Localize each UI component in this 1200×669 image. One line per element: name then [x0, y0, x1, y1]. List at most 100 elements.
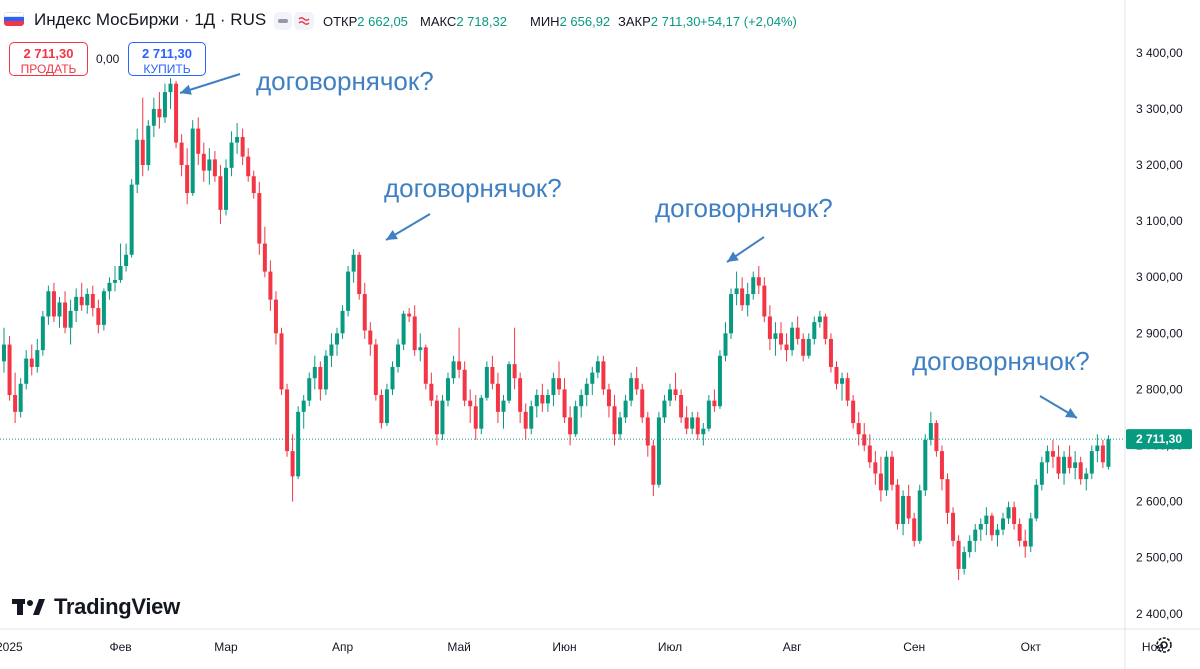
candle-body — [96, 308, 101, 325]
candle-body — [623, 400, 628, 418]
candle-body — [1100, 445, 1105, 463]
y-tick-label: 3 200,00 — [1136, 158, 1183, 172]
candle-body — [828, 338, 833, 367]
candle-body — [412, 316, 417, 351]
candle-body — [817, 316, 822, 323]
candle-body — [57, 302, 62, 317]
candle-body — [568, 417, 573, 435]
settings-gear-icon[interactable] — [1153, 634, 1175, 656]
candle-body — [301, 400, 306, 412]
sell-label: ПРОДАТЬ — [20, 62, 77, 76]
annotation-arrow-head — [727, 251, 739, 262]
candle-body — [107, 282, 112, 292]
candle-body — [762, 285, 767, 317]
candle-body — [562, 389, 567, 418]
candle-body — [1045, 451, 1050, 463]
candle-body — [906, 495, 911, 519]
candle-body — [346, 271, 351, 311]
candle-body — [207, 159, 212, 171]
candle-body — [812, 322, 817, 339]
candle-body — [629, 378, 634, 401]
candle-body — [340, 310, 345, 334]
candle-body — [895, 484, 900, 525]
candle-body — [229, 142, 234, 168]
candle-body — [357, 254, 362, 295]
candle-body — [151, 108, 156, 126]
buy-price: 2 711,30 — [142, 46, 192, 61]
candle-body — [407, 313, 412, 317]
candle-body — [162, 92, 167, 118]
candle-body — [384, 389, 389, 424]
candle-body — [690, 417, 695, 429]
candle-body — [540, 395, 545, 404]
candle-body — [468, 400, 473, 407]
x-tick-label: Июл — [658, 640, 682, 654]
candle-body — [534, 395, 539, 407]
candle-body — [129, 184, 134, 255]
annotation-label: договорнячок? — [655, 193, 833, 223]
candle-body — [495, 383, 500, 412]
hide-indicator-icon[interactable] — [274, 12, 292, 30]
candle-body — [224, 167, 228, 210]
price-change: +54,17 (+2,04%) — [700, 14, 797, 29]
tradingview-logo-icon — [12, 599, 45, 615]
candle-body — [446, 378, 450, 401]
y-tick-label: 2 800,00 — [1136, 382, 1183, 396]
tradingview-logo[interactable]: TradingView — [12, 594, 180, 620]
annotation-arrow-head — [1065, 407, 1077, 418]
candle-body — [179, 142, 184, 166]
candle-body — [24, 358, 29, 384]
buy-button[interactable]: 2 711,30 КУПИТЬ — [128, 42, 206, 76]
candle-body — [901, 495, 906, 525]
candle-body — [995, 529, 1000, 536]
candle-body — [440, 400, 445, 435]
candle-body — [201, 153, 206, 171]
candle-body — [390, 366, 395, 390]
candle-body — [101, 291, 106, 325]
candle-body — [1062, 456, 1067, 474]
x-tick-label: Ноя — [1142, 640, 1164, 654]
candle-body — [490, 366, 495, 384]
candle-body — [618, 417, 623, 435]
candle-body — [246, 156, 251, 177]
candle-body — [751, 277, 756, 295]
candle-body — [451, 361, 456, 379]
annotation-label: договорнячок? — [912, 346, 1090, 376]
candle-body — [590, 372, 595, 384]
annotation-arrow-head — [386, 230, 398, 240]
candle-body — [46, 291, 51, 317]
sell-button[interactable]: 2 711,30 ПРОДАТЬ — [9, 42, 88, 76]
candle-body — [1067, 456, 1072, 468]
candle-body — [329, 344, 334, 356]
ohlc-high: МАКС2 718,32 — [420, 14, 507, 29]
candle-body — [423, 347, 428, 384]
candle-body — [512, 364, 517, 379]
candle-body — [795, 327, 800, 339]
x-tick-label: Май — [447, 640, 471, 654]
candle-body — [29, 358, 34, 367]
candle-body — [656, 417, 661, 485]
buy-label: КУПИТЬ — [143, 62, 191, 76]
candle-body — [235, 136, 240, 143]
candle-body — [862, 434, 867, 446]
candle-body — [18, 383, 23, 412]
compare-icon[interactable] — [294, 12, 314, 30]
candle-body — [273, 299, 278, 334]
candle-body — [335, 333, 339, 345]
candle-body — [174, 83, 179, 143]
candle-body — [379, 395, 384, 424]
candle-body — [418, 347, 423, 351]
candle-body — [612, 406, 617, 435]
candle-body — [917, 490, 922, 541]
annotation-label: договорнячок? — [384, 173, 562, 203]
x-tick-label: Апр — [332, 640, 354, 654]
candle-body — [545, 395, 550, 404]
candle-body — [434, 400, 439, 435]
candle-body — [7, 344, 12, 396]
candle-body — [767, 316, 772, 339]
candle-body — [823, 316, 828, 339]
symbol-title[interactable]: Индекс МосБиржи · 1Д · RUS — [34, 10, 267, 29]
y-tick-label: 2 600,00 — [1136, 495, 1183, 509]
candle-body — [867, 445, 872, 463]
